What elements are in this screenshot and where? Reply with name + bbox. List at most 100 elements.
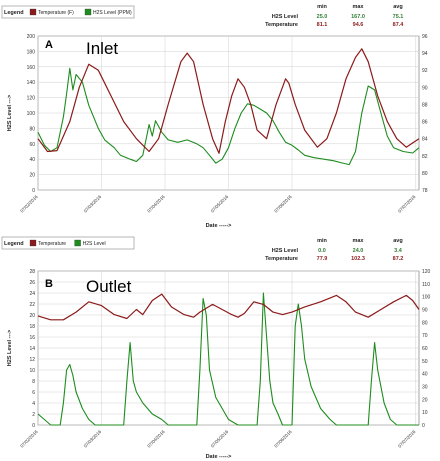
x-tick-label: 07/07/2016 <box>397 429 417 449</box>
y-tick-label: 8 <box>32 379 35 385</box>
y2-tick-label: 92 <box>422 68 428 74</box>
panel-name: Outlet <box>86 277 132 296</box>
y-tick-label: 40 <box>29 157 35 163</box>
y2-tick-label: 86 <box>422 120 428 126</box>
legend-item: H2S Level <box>83 241 106 247</box>
stats-value: 25.0 <box>317 14 328 20</box>
legend-swatch-temperature <box>29 8 37 16</box>
y2-tick-label: 100 <box>422 295 431 301</box>
x-tick-label: 07/03/2016 <box>83 194 103 214</box>
y-tick-label: 4 <box>32 401 35 407</box>
y2-tick-label: 80 <box>422 320 428 326</box>
x-axis-label: Date -----> <box>206 454 232 460</box>
y-tick-label: 22 <box>29 302 35 308</box>
x-tick-label: 07/07/2016 <box>397 194 417 214</box>
legend-item: H2S Level (PPM) <box>93 10 132 16</box>
x-tick-label: 07/05/2016 <box>210 429 230 449</box>
y2-tick-label: 96 <box>422 34 428 40</box>
y2-tick-label: 94 <box>422 51 428 57</box>
y-tick-label: 14 <box>29 346 35 352</box>
legend: Legend Temperature H2S Level <box>1 236 135 250</box>
y-tick-label: 180 <box>27 49 36 55</box>
y2-tick-label: 40 <box>422 372 428 378</box>
y-axis-label: H2S Level ---> <box>7 330 13 367</box>
y-tick-label: 28 <box>29 269 35 275</box>
legend-swatch-h2s <box>74 239 81 247</box>
y2-tick-label: 90 <box>422 85 428 91</box>
y2-tick-label: 120 <box>422 269 431 275</box>
series-line-h2s <box>37 67 420 166</box>
stats-value: 24.0 <box>353 248 364 254</box>
y2-tick-label: 82 <box>422 154 428 160</box>
y-tick-label: 0 <box>32 188 35 194</box>
y2-tick-label: 110 <box>422 282 430 288</box>
stats-value: 75.1 <box>393 14 404 20</box>
stats-value: 167.0 <box>351 14 365 20</box>
x-tick-label: 07/02/2016 <box>19 429 39 449</box>
y2-tick-label: 20 <box>422 397 428 403</box>
legend: Legend Temperature (F) H2S Level (PPM) <box>1 5 135 19</box>
legend-title: Legend <box>4 241 24 247</box>
stats-value: 0.0 <box>318 248 326 254</box>
x-tick-label: 07/03/2016 <box>83 429 103 449</box>
y2-tick-label: 60 <box>422 346 428 352</box>
y-tick-label: 6 <box>32 390 35 396</box>
x-tick-label: 07/06/2016 <box>273 194 293 214</box>
y2-tick-label: 90 <box>422 308 428 314</box>
stats-header: min <box>317 4 327 10</box>
y2-tick-label: 50 <box>422 359 428 365</box>
stats-table: min max avg H2S Level 0.0 24.0 3.4 Temperature 7… <box>265 238 403 262</box>
x-tick-label: 07/06/2016 <box>273 429 293 449</box>
y-tick-label: 16 <box>29 335 35 341</box>
stats-value: 94.6 <box>353 22 364 28</box>
x-tick-label: 07/04/2016 <box>146 429 166 449</box>
panel-0: Legend Temperature (F) H2S Level (PPM)min m… <box>1 4 428 229</box>
y-tick-label: 12 <box>29 357 35 363</box>
panel-letter: A <box>45 39 53 51</box>
series-line-temperature <box>37 48 420 154</box>
y-tick-label: 120 <box>27 96 36 102</box>
stats-value: 3.4 <box>394 248 403 254</box>
plot-area: 0246810121416182022242628010203040506070… <box>7 269 431 460</box>
y-tick-label: 160 <box>27 65 36 71</box>
y-tick-label: 140 <box>27 80 36 86</box>
y-tick-label: 0 <box>32 423 35 429</box>
y2-tick-label: 0 <box>422 423 425 429</box>
y2-tick-label: 84 <box>422 137 428 143</box>
y-tick-label: 10 <box>29 368 35 374</box>
x-tick-label: 07/05/2016 <box>210 194 230 214</box>
panel-letter: B <box>45 278 53 290</box>
legend-title: Legend <box>4 10 24 16</box>
stats-header: max <box>352 4 364 10</box>
y-tick-label: 100 <box>27 111 36 117</box>
legend-swatch-temperature <box>29 239 37 247</box>
y-tick-label: 26 <box>29 280 35 286</box>
legend-item: Temperature (F) <box>38 10 74 16</box>
stats-value: 102.3 <box>351 256 365 262</box>
y-tick-label: 2 <box>32 412 35 418</box>
panel-name: Inlet <box>86 39 118 58</box>
y-tick-label: 60 <box>29 142 35 148</box>
stats-value: 87.4 <box>393 22 405 28</box>
panel-1: Legend Temperature H2S Level min max avg H2S L… <box>1 236 431 460</box>
stats-value: 77.9 <box>317 256 328 262</box>
stats-header: max <box>352 238 364 244</box>
y2-tick-label: 80 <box>422 171 428 177</box>
y2-tick-label: 70 <box>422 333 428 339</box>
stats-value: 87.2 <box>393 256 404 262</box>
stats-row-label: H2S Level <box>272 14 299 20</box>
series-line-temperature <box>37 293 420 321</box>
stats-row-label: H2S Level <box>272 248 299 254</box>
y2-tick-label: 30 <box>422 385 428 391</box>
stats-row-label: Temperature <box>265 22 298 28</box>
y2-tick-label: 10 <box>422 410 428 416</box>
y-tick-label: 20 <box>29 173 35 179</box>
plot-area: 0 20 40 60 80 100 120 140 160 180 200 78 80 82 84 86 88 9… <box>7 34 428 229</box>
y2-tick-label: 88 <box>422 102 428 108</box>
x-axis-label: Date -----> <box>206 223 232 229</box>
y-tick-label: 80 <box>29 126 35 132</box>
stats-table: min max avg H2S Level 25.0 167.0 75.1 Temperatu… <box>265 4 404 28</box>
stats-header: avg <box>393 4 402 10</box>
stats-row-label: Temperature <box>265 256 298 262</box>
